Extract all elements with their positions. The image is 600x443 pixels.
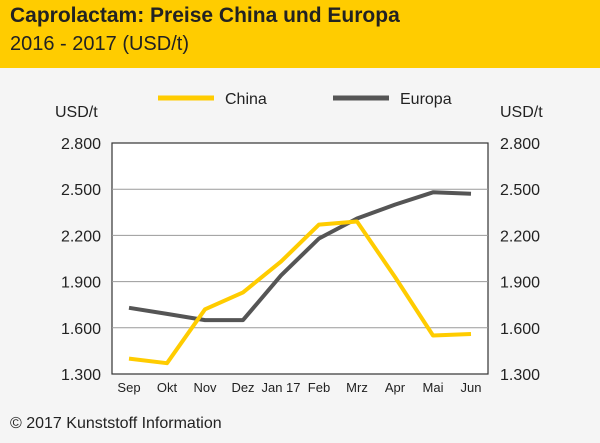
header-bar: Caprolactam: Preise China und Europa 201… <box>0 0 600 68</box>
x-tick-label: Mrz <box>346 380 368 395</box>
x-tick-label: Feb <box>308 380 330 395</box>
x-tick-label: Mai <box>423 380 444 395</box>
x-tick-label: Apr <box>385 380 406 395</box>
y-tick-label-left: 2.500 <box>61 182 101 199</box>
y-axis-label-right: USD/t <box>500 104 543 121</box>
chart-title: Caprolactam: Preise China und Europa <box>10 4 400 27</box>
y-tick-label-left: 1.900 <box>61 275 101 292</box>
copyright-footer: © 2017 Kunststoff Information <box>10 415 222 432</box>
y-tick-label-left: 2.200 <box>61 228 101 245</box>
x-tick-label: Okt <box>157 380 178 395</box>
legend-label-europa: Europa <box>400 91 452 108</box>
x-tick-label: Jan 17 <box>261 380 300 395</box>
x-tick-label: Jun <box>461 380 482 395</box>
y-tick-label-right: 2.800 <box>500 136 540 153</box>
y-tick-label-right: 1.300 <box>500 367 540 384</box>
y-tick-label-left: 2.800 <box>61 136 101 153</box>
y-tick-label-left: 1.300 <box>61 367 101 384</box>
series-line-china <box>128 219 472 366</box>
y-tick-label-right: 1.600 <box>500 321 540 338</box>
x-tick-label: Nov <box>193 380 217 395</box>
x-tick-label: Sep <box>117 380 140 395</box>
y-tick-label-right: 2.500 <box>500 182 540 199</box>
y-tick-label-left: 1.600 <box>61 321 101 338</box>
y-tick-label-right: 2.200 <box>500 228 540 245</box>
x-tick-label: Dez <box>231 380 254 395</box>
series-line-europa <box>128 190 472 323</box>
chart-subtitle: 2016 - 2017 (USD/t) <box>10 33 189 55</box>
y-axis-label-left: USD/t <box>55 104 98 121</box>
legend-label-china: China <box>225 91 267 108</box>
y-tick-label-right: 1.900 <box>500 275 540 292</box>
